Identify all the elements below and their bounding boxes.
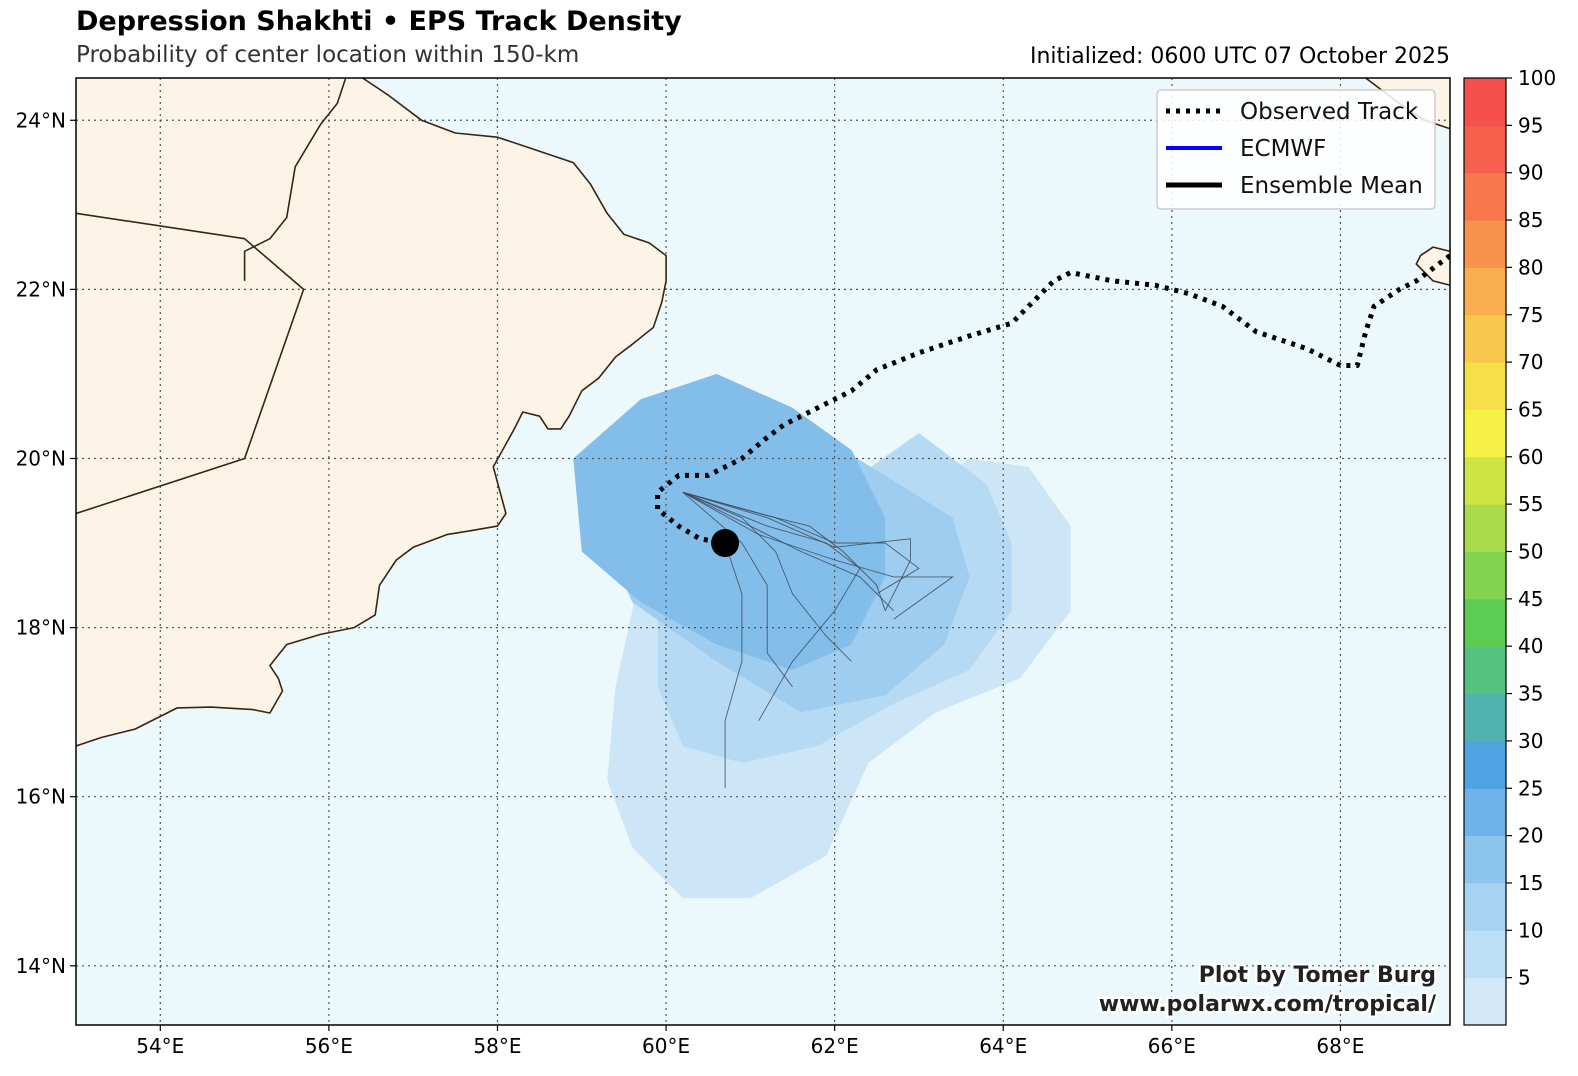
lat-tick-label: 22°N [16, 277, 66, 301]
colorbar-bin [1464, 693, 1506, 742]
colorbar-bin [1464, 362, 1506, 410]
coastline [1415, 246, 1450, 286]
map-frame [75, 77, 1451, 1026]
colorbar-tick-label: 10 [1518, 918, 1543, 942]
legend: Observed Track ECMWF Ensemble Mean [1156, 89, 1436, 210]
land-arabia [76, 78, 667, 746]
page-subtitle: Probability of center location within 15… [76, 42, 580, 68]
longitude-axis: 54°E 56°E 58°E 60°E 62°E 64°E 66°E 68°E [136, 1025, 1364, 1058]
member-track [724, 542, 743, 789]
lon-tick-label: 62°E [811, 1034, 859, 1058]
colorbar-tick-label: 95 [1518, 113, 1543, 137]
colorbar-tick-label: 5 [1518, 966, 1531, 990]
latitude-axis: 14°N 16°N 18°N 20°N 22°N 24°N [16, 108, 76, 978]
colorbar-tick-label: 30 [1518, 729, 1543, 753]
colorbar-tick-label: 90 [1518, 161, 1543, 185]
colorbar-tick-label: 50 [1518, 540, 1543, 564]
colorbar-tick-label: 40 [1518, 634, 1543, 658]
lon-tick-label: 54°E [136, 1034, 184, 1058]
colorbar-bin [1464, 788, 1506, 837]
observed-track [655, 253, 1450, 546]
coastline [243, 78, 347, 281]
colorbar-bin [1464, 220, 1506, 268]
credit-url: www.polarwx.com/tropical/ [1099, 992, 1437, 1017]
credit-author: Plot by Tomer Burg [1199, 963, 1436, 988]
colorbar-bin [1464, 78, 1506, 126]
colorbar-bin [1464, 172, 1506, 221]
lon-tick-label: 58°E [473, 1034, 521, 1058]
land-india [1416, 247, 1450, 286]
colorbar-tick-label: 25 [1518, 776, 1543, 800]
colorbar-bin [1464, 504, 1506, 552]
coastline [76, 212, 305, 515]
member-track [682, 491, 852, 662]
colorbar-bin [1464, 456, 1506, 505]
colorbar-bin [1464, 835, 1506, 884]
member-tracks-layer [682, 491, 955, 789]
colorbar-tick-label: 100 [1518, 66, 1556, 90]
colorbar-tick-label: 35 [1518, 682, 1543, 706]
member-track [682, 491, 886, 611]
colorbar-bin [1464, 551, 1506, 600]
colorbar-bin [1464, 314, 1506, 363]
member-track [682, 491, 911, 611]
legend-box [1156, 89, 1436, 210]
colorbar-bin [1464, 882, 1506, 931]
colorbar-bin [1464, 646, 1506, 695]
lon-tick-label: 66°E [1148, 1034, 1196, 1058]
colorbar-tick-label: 45 [1518, 587, 1543, 611]
lon-tick-label: 68°E [1316, 1034, 1364, 1058]
lon-tick-label: 60°E [642, 1034, 690, 1058]
legend-ecmwf-label: ECMWF [1240, 136, 1326, 162]
density-layer [573, 373, 1071, 899]
colorbar-bin [1464, 598, 1506, 647]
initialized-time: Initialized: 0600 UTC 07 October 2025 [1029, 44, 1450, 69]
colorbar-tick-label: 60 [1518, 445, 1543, 469]
page-title: Depression Shakhti • EPS Track Density [76, 6, 682, 37]
colorbar-tick-label: 65 [1518, 397, 1543, 421]
member-track [682, 491, 793, 688]
colorbar-tick-label: 80 [1518, 255, 1543, 279]
lat-tick-label: 20°N [16, 446, 66, 470]
colorbar-bin [1464, 409, 1506, 458]
legend-observed-label: Observed Track [1240, 99, 1419, 125]
colorbar-tick-label: 75 [1518, 303, 1543, 327]
colorbar-bin [1464, 267, 1506, 316]
colorbar-tick-label: 15 [1518, 871, 1543, 895]
colorbar-bin [1464, 125, 1506, 174]
colorbar-tick-label: 85 [1518, 208, 1543, 232]
current-position-layer [711, 529, 740, 558]
member-track [682, 491, 955, 620]
observed-track-layer [655, 253, 1450, 546]
lat-tick-label: 14°N [16, 954, 66, 978]
density-contour-20 [573, 373, 886, 670]
coastline [76, 78, 667, 747]
lon-tick-label: 64°E [979, 1034, 1027, 1058]
colorbar-tick-label: 20 [1518, 824, 1543, 848]
legend-mean-label: Ensemble Mean [1240, 173, 1423, 199]
lon-tick-label: 56°E [305, 1034, 353, 1058]
current-position-marker [711, 529, 740, 558]
colorbar: 5 10 15 20 25 30 35 40 45 50 55 60 65 70 75 80 85 90 95 100 [1463, 66, 1556, 1026]
grid-layer [76, 78, 1450, 1025]
colorbar-bin [1464, 977, 1506, 1026]
lat-tick-label: 18°N [16, 616, 66, 640]
lat-tick-label: 16°N [16, 785, 66, 809]
member-track [682, 491, 895, 612]
colorbar-tick-label: 70 [1518, 350, 1543, 374]
colorbar-bin [1464, 930, 1506, 979]
colorbar-bin [1464, 740, 1506, 789]
colorbar-tick-label: 55 [1518, 492, 1543, 516]
lat-tick-label: 24°N [16, 108, 66, 132]
